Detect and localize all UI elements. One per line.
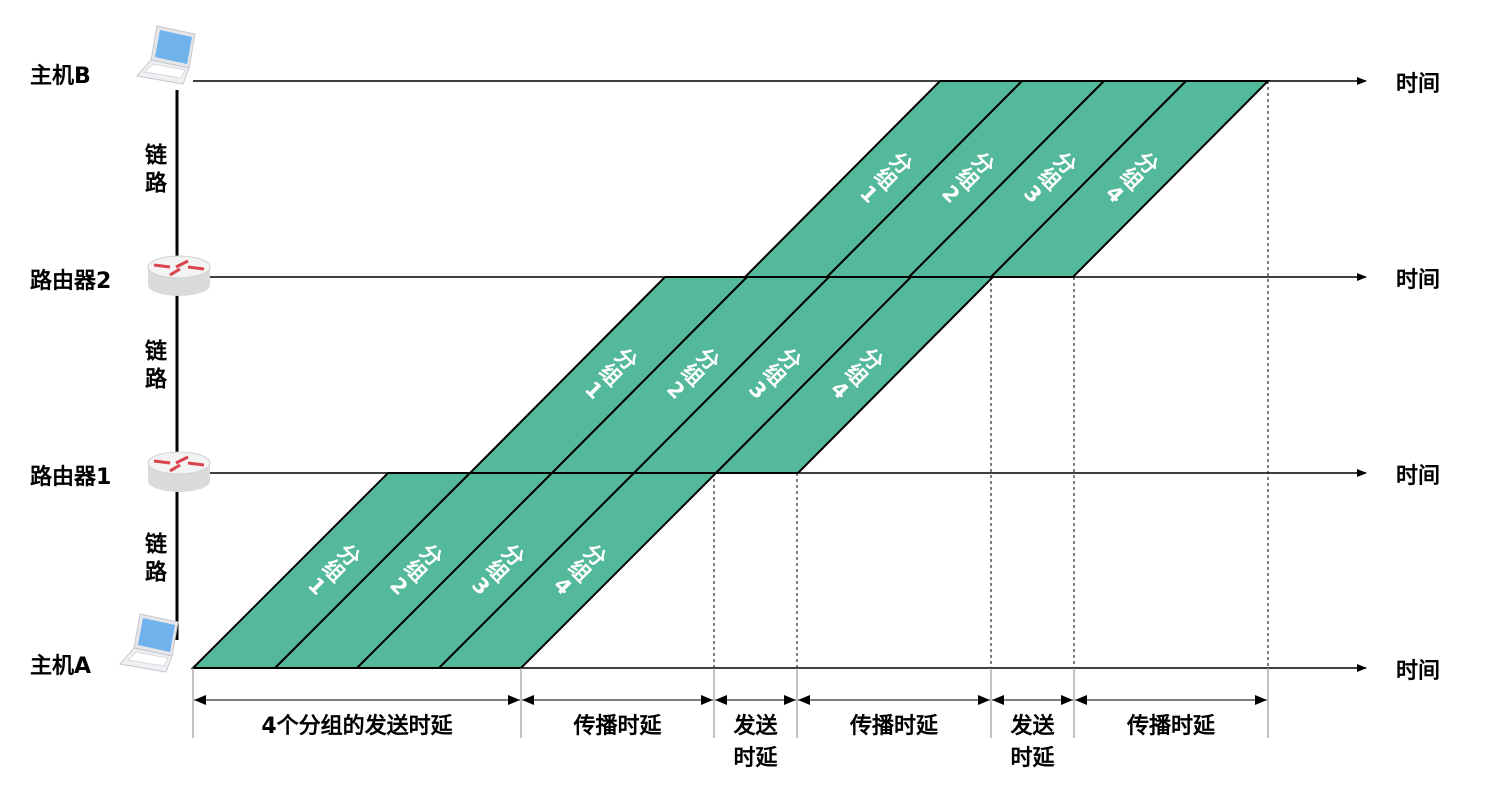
measure-label: 传播时延 [1126,714,1215,739]
laptop-icon [136,25,196,85]
node-label-2: 路由器1 [30,465,112,490]
router-icon [147,255,211,296]
measure-label: 发送时延 [733,714,778,771]
node-label-0: 主机B [30,64,91,89]
router-icon [147,451,211,492]
time-axis-label: 时间 [1396,72,1441,97]
time-axis-label: 时间 [1396,268,1441,293]
time-axis-label: 时间 [1396,464,1441,489]
measure-label: 传播时延 [849,714,938,739]
measure-label: 4个分组的发送时延 [261,714,453,739]
node-label-3: 主机A [30,654,92,679]
measure-label: 传播时延 [573,714,662,739]
link-label: 链路 [141,339,166,395]
link-label: 链路 [141,143,166,199]
time-axis-label: 时间 [1396,659,1441,684]
node-label-1: 路由器2 [30,269,112,294]
laptop-icon [119,613,179,673]
measure-label: 发送时延 [1010,714,1055,771]
link-label: 链路 [141,532,166,588]
